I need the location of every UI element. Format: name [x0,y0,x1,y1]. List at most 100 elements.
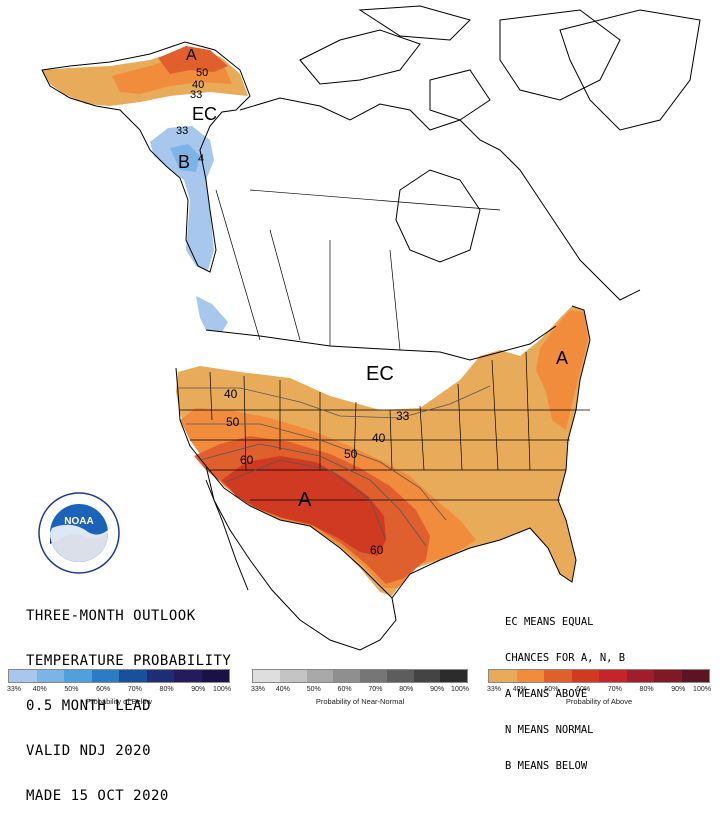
label-ak-40: 40 [192,79,204,91]
legend-tick: 80% [639,686,654,693]
legend-swatch-above-7 [681,670,709,682]
legend-tick: 40% [32,686,47,693]
legend-swatch-normal-3 [333,670,360,682]
hudson-bay [395,169,481,263]
legend-tick: 90% [430,686,445,693]
legend-swatch-normal-6 [413,670,441,682]
legend-bar-below [8,669,230,683]
legend-tick: 40% [512,686,527,693]
legend-swatch-above-5 [626,670,654,682]
noaa-logo: NOAA [38,492,120,574]
legend-tick: 33% [486,686,502,693]
legend-tick: 50% [64,686,79,693]
title-line-1: THREE-MONTH OUTLOOK [26,608,196,624]
legend-swatch-below-1 [36,670,64,682]
legend-tick: 40% [275,686,290,693]
bc-below-33 [196,296,228,332]
legend-swatch-below-5 [146,670,174,682]
legend-tick: 100% [693,686,711,693]
conus-above-33 [176,306,590,596]
legend-label-above: Probability of Above [565,697,633,706]
legend-swatch-above-2 [544,670,572,682]
legend-tick: 70% [127,686,142,693]
noaa-logo-text: NOAA [64,516,93,527]
boundaries [41,5,701,651]
legend-tick: 33% [6,686,22,693]
legend-bar-above [488,669,710,683]
title-line-3: 0.5 MONTH LEAD [26,698,152,714]
label-c50e: 50 [344,447,358,461]
arctic-islands [299,5,621,121]
legend-tick: 60% [337,686,352,693]
legend-tick: 100% [451,686,469,693]
legend-swatch-normal-5 [386,670,414,682]
alaska-below-40 [170,144,200,172]
legend-swatch-normal-1 [279,670,307,682]
legend-label-below: Probability of Below [86,697,152,706]
legend-label-normal: Probability of Near-Normal [315,697,405,706]
label-us-ec: EC [366,363,394,385]
legend-swatch-above-4 [599,670,627,682]
legend-tick: 80% [399,686,414,693]
ne-above-40 [536,310,588,430]
legend-ticks-above: 33% 40% 50% 60% 70% 80% 90% 100% [486,686,711,696]
legend-swatch-normal-0 [253,670,280,682]
legend-swatch-above-1 [516,670,544,682]
title-line-2: TEMPERATURE PROBABILITY [26,653,232,669]
canada-arctic-coast [239,97,641,301]
title-line-5: MADE 15 OCT 2020 [26,788,169,804]
note-4: N MEANS NORMAL [505,724,594,736]
alaska-outline [41,41,251,273]
legend-swatch-normal-2 [306,670,334,682]
label-ak-a: A [186,47,197,64]
legend-bar-normal [252,669,468,683]
label-c60e: 60 [370,543,384,557]
us-canada-border [205,325,557,361]
label-c60w: 60 [240,453,254,467]
legend-swatch-above-3 [571,670,599,682]
legend-swatch-normal-4 [360,670,387,682]
baja [205,479,249,591]
label-ak-ec: EC [192,104,217,124]
label-ak-33: 33 [190,89,202,101]
legend-tick: 90% [191,686,206,693]
label-ak-b4: 4 [198,153,204,165]
contours [178,385,491,547]
label-c40w: 40 [224,387,238,401]
state-lines [180,351,590,501]
legend-tick: 50% [544,686,559,693]
legend-swatch-above-0 [489,670,517,682]
probability-shading [42,46,590,596]
title-line-4: VALID NDJ 2020 [26,743,152,759]
legend-swatch-above-6 [654,670,682,682]
legend-ticks-below: 33% 40% 50% 60% 70% 80% 90% 100% [6,686,231,696]
outlook-map: A 50 40 33 EC 33 B 4 EC A A 40 50 60 33 … [41,5,701,651]
alaska-above-50 [158,46,228,74]
legend-tick: 33% [250,686,266,693]
legend-swatch-below-6 [174,670,202,682]
label-c50w: 50 [226,415,240,429]
label-ak-50: 50 [196,67,208,79]
label-c40e: 40 [372,431,386,445]
legend-swatch-normal-7 [440,670,467,682]
note-2: CHANCES FOR A, N, B [505,652,626,664]
note-3: A MEANS ABOVE [505,688,588,700]
legend-tick: 50% [306,686,321,693]
legend-ticks-normal: 33% 40% 50% 60% 70% 80% 90% 100% [250,686,469,696]
legend-swatch-below-0 [9,670,37,682]
note-5: B MEANS BELOW [505,760,588,772]
greenland [559,9,701,131]
legend-swatch-below-4 [119,670,147,682]
label-ak-b33: 33 [176,125,188,137]
note-1: EC MEANS EQUAL [505,616,594,628]
legend-tick: 70% [607,686,622,693]
legend-tick: 60% [576,686,591,693]
province-lines [215,189,501,351]
legend-tick: 80% [159,686,174,693]
legend-swatch-below-3 [91,670,119,682]
label-ak-b: B [178,152,190,172]
legend-tick: 100% [213,686,231,693]
map-labels: A 50 40 33 EC 33 B 4 EC A A 40 50 60 33 … [176,47,568,557]
label-us-a-sw: A [298,489,312,511]
label-us-a-ne: A [556,348,568,368]
